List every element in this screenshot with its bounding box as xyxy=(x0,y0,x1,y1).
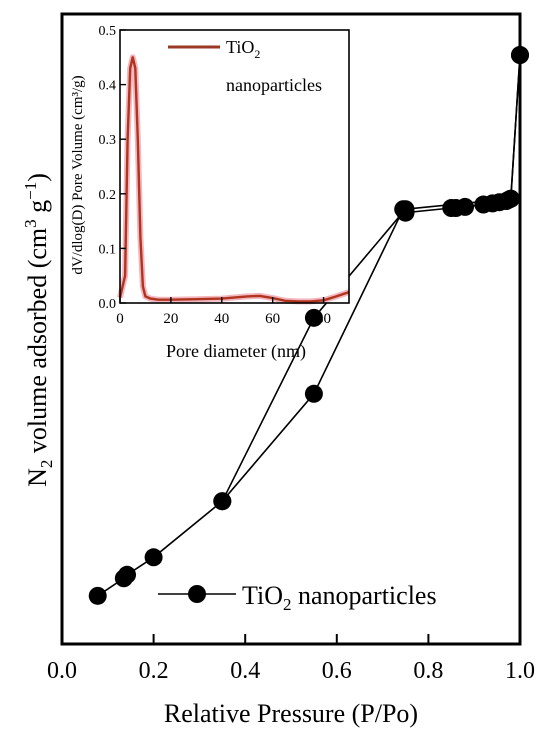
data-point xyxy=(118,565,137,584)
inset-x-axis-label: Pore diameter (nm) xyxy=(166,341,306,362)
main-x-tick-label: 0.6 xyxy=(322,658,352,684)
inset-background xyxy=(120,30,349,303)
inset-y-axis: 0.0 0.1 0.2 0.3 0.4 0.5 xyxy=(99,24,126,312)
main-legend-label: TiO2 nanoparticles xyxy=(242,581,437,614)
inset-series-line xyxy=(118,56,350,303)
inset-legend: TiO2 nanoparticles xyxy=(168,37,322,95)
main-legend: TiO2 nanoparticles xyxy=(158,581,437,614)
desorption-point xyxy=(501,189,520,208)
desorption-point xyxy=(396,200,415,219)
inset-x-tick-label: 80 xyxy=(316,311,331,327)
main-x-axis: 0.0 0.2 0.4 0.6 0.8 1.0 xyxy=(47,634,535,684)
desorption-point xyxy=(304,308,323,327)
inset-legend-label-line2: nanoparticles xyxy=(226,75,322,95)
data-point xyxy=(144,548,163,567)
inset-chart: 0 20 40 60 80 0.0 0.1 0.2 0.3 0.4 0.5 Pore diamet… xyxy=(70,24,350,362)
main-x-tick-label: 0.2 xyxy=(139,658,169,684)
main-legend-marker xyxy=(188,585,206,603)
data-point xyxy=(88,586,107,605)
main-series xyxy=(88,46,529,605)
main-x-tick-label: 0.8 xyxy=(413,658,443,684)
inset-x-tick-label: 20 xyxy=(163,311,178,327)
inset-x-axis: 0 20 40 60 80 xyxy=(116,297,331,327)
main-y-axis-label: N2 volume adsorbed (cm3 g−1) xyxy=(21,173,56,487)
main-x-axis-label: Relative Pressure (P/Po) xyxy=(164,699,418,728)
inset-y-tick-label: 0.0 xyxy=(99,297,117,312)
inset-x-tick-label: 0 xyxy=(116,311,124,327)
inset-x-tick-label: 60 xyxy=(265,311,280,327)
inset-y-tick-label: 0.5 xyxy=(99,24,117,39)
inset-plot-frame xyxy=(119,29,350,304)
desorption-point xyxy=(511,46,529,65)
main-plot-frame xyxy=(60,12,522,646)
inset-y-axis-label: dV/dlog(D) Pore Volume (cm³/g) xyxy=(70,75,86,274)
inset-y-tick-label: 0.3 xyxy=(99,133,117,148)
main-x-tick-label: 0.4 xyxy=(230,658,260,684)
main-x-tick-label: 1.0 xyxy=(505,658,535,684)
inset-x-tick-label: 40 xyxy=(214,311,229,327)
inset-legend-label: TiO2 xyxy=(226,37,260,61)
data-point xyxy=(304,384,323,403)
inset-y-tick-label: 0.2 xyxy=(99,188,117,203)
inset-series xyxy=(117,54,350,305)
inset-y-tick-label: 0.1 xyxy=(99,242,117,257)
inset-y-tick-label: 0.4 xyxy=(99,79,117,94)
data-point xyxy=(456,197,475,216)
main-x-tick-label: 0.0 xyxy=(47,658,77,684)
desorption-point xyxy=(213,492,232,511)
